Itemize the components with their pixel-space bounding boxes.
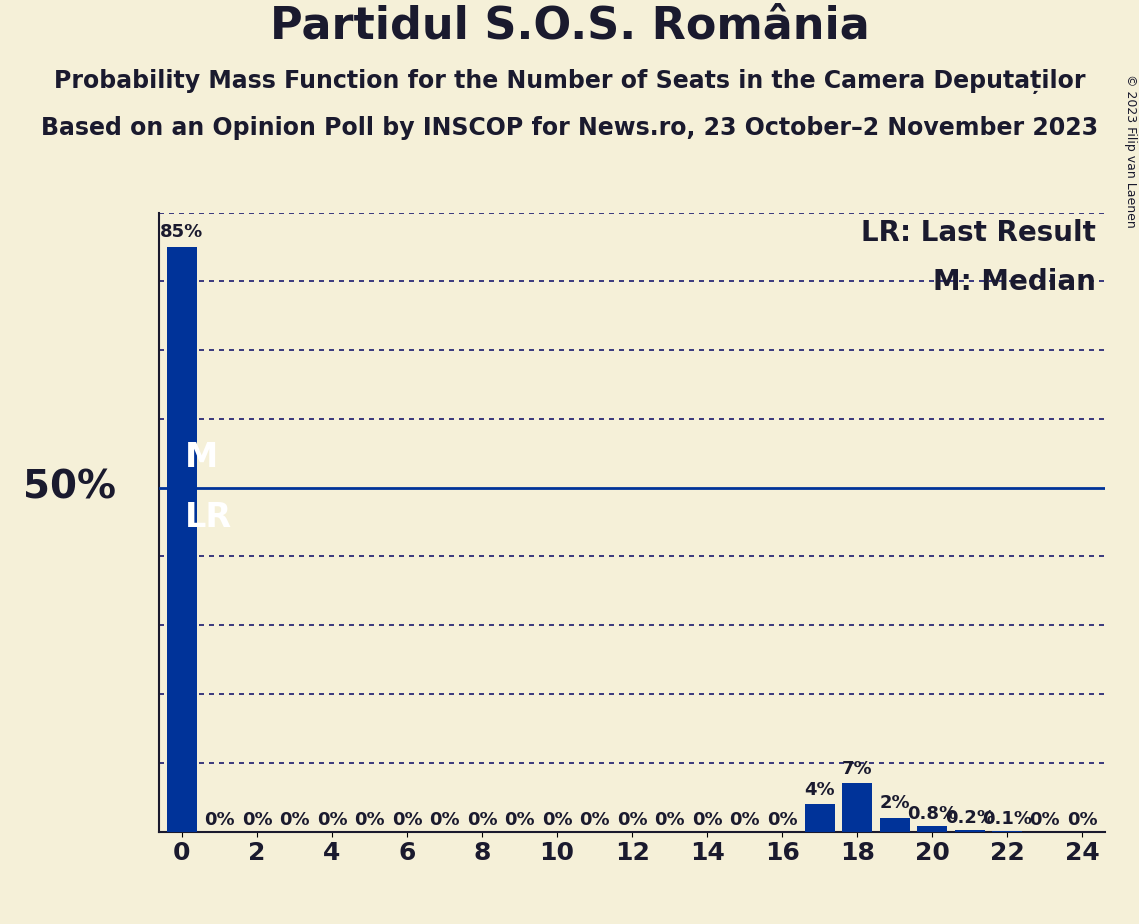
Text: 7%: 7%: [842, 760, 872, 778]
Bar: [842, 784, 872, 832]
Bar: [167, 247, 197, 832]
Text: 0%: 0%: [580, 811, 611, 829]
Bar: [917, 826, 948, 832]
Text: LR: Last Result: LR: Last Result: [860, 219, 1096, 247]
Text: 85%: 85%: [161, 224, 204, 241]
Text: 0%: 0%: [279, 811, 310, 829]
Text: © 2023 Filip van Laenen: © 2023 Filip van Laenen: [1124, 74, 1137, 227]
Text: 0%: 0%: [204, 811, 235, 829]
Text: LR: LR: [185, 502, 232, 534]
Text: 0%: 0%: [1067, 811, 1098, 829]
Text: 0%: 0%: [542, 811, 573, 829]
Text: 0%: 0%: [691, 811, 722, 829]
Text: 2%: 2%: [879, 795, 910, 812]
Text: Based on an Opinion Poll by INSCOP for News.ro, 23 October–2 November 2023: Based on an Opinion Poll by INSCOP for N…: [41, 116, 1098, 140]
Text: 0%: 0%: [241, 811, 272, 829]
Text: 0%: 0%: [505, 811, 535, 829]
Bar: [805, 804, 835, 832]
Text: Partidul S.O.S. România: Partidul S.O.S. România: [270, 5, 869, 48]
Text: 0%: 0%: [617, 811, 647, 829]
Bar: [879, 818, 910, 832]
Text: 50%: 50%: [23, 468, 116, 506]
Text: M: M: [185, 441, 219, 474]
Text: 0.8%: 0.8%: [907, 806, 957, 823]
Text: 0%: 0%: [654, 811, 685, 829]
Text: Probability Mass Function for the Number of Seats in the Camera Deputaților: Probability Mass Function for the Number…: [54, 69, 1085, 94]
Text: 0.2%: 0.2%: [944, 809, 994, 828]
Text: 0%: 0%: [467, 811, 498, 829]
Text: 0%: 0%: [429, 811, 460, 829]
Text: 0%: 0%: [729, 811, 760, 829]
Text: 0%: 0%: [317, 811, 347, 829]
Text: 0%: 0%: [1030, 811, 1060, 829]
Text: 0%: 0%: [354, 811, 385, 829]
Text: 0%: 0%: [767, 811, 797, 829]
Bar: [954, 831, 985, 832]
Text: 0.1%: 0.1%: [982, 810, 1032, 828]
Text: 0%: 0%: [392, 811, 423, 829]
Text: 4%: 4%: [804, 781, 835, 798]
Text: M: Median: M: Median: [933, 268, 1096, 297]
